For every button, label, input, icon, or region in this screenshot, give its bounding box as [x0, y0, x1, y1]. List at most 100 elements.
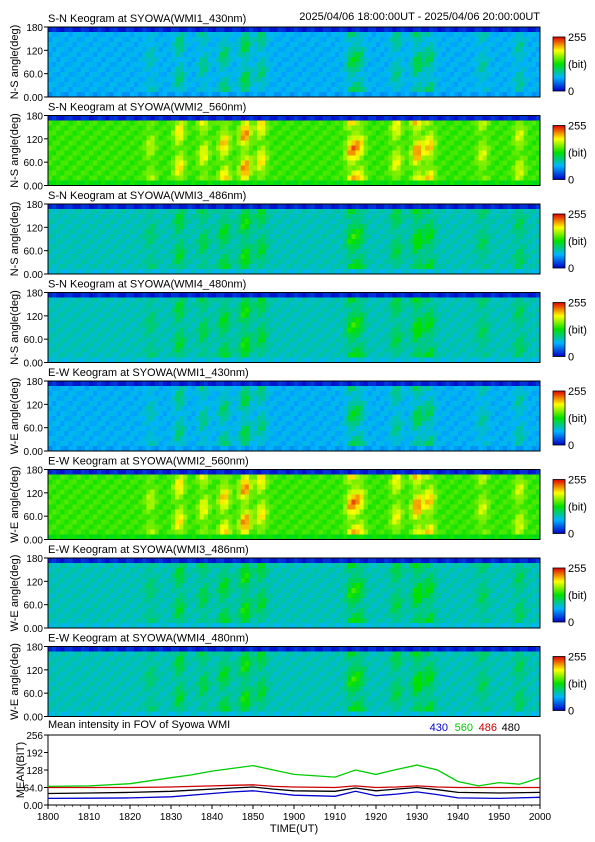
- panel-title: E-W Keogram at SYOWA(WMI4_480nm): [48, 633, 249, 645]
- y-tick-label: 60.0: [24, 512, 44, 523]
- colorbar-min-label: 0: [568, 86, 574, 98]
- keogram-panel: S-N Keogram at SYOWA(WMI3_486nm) 0.00 60.0…: [9, 190, 587, 281]
- keogram-panel: E-W Keogram at SYOWA(WMI1_430nm) 0.00 60.0…: [9, 367, 587, 458]
- keogram-heatmap: [48, 27, 541, 98]
- colorbar: [552, 656, 566, 711]
- mean-x-tick-label: 1820: [119, 812, 142, 823]
- legend-series-430: 430: [430, 722, 448, 734]
- mean-plot-ylabel: MEAN(BIT): [15, 742, 27, 798]
- keogram-heatmap: [48, 469, 541, 540]
- series-line-560: [47, 764, 541, 788]
- legend-series-560: 560: [455, 722, 473, 734]
- y-tick-label: 180: [26, 643, 43, 654]
- colorbar: [552, 125, 566, 180]
- mean-y-tick-label: 128: [26, 766, 43, 777]
- panel-title: E-W Keogram at SYOWA(WMI2_560nm): [48, 456, 249, 468]
- colorbar-min-label: 0: [568, 263, 574, 275]
- y-tick-label: 180: [26, 112, 43, 123]
- mean-x-tick-label: 1950: [488, 812, 511, 823]
- y-tick-label: 0.00: [24, 93, 44, 104]
- panel-ylabel: N-S angle(deg): [9, 202, 21, 277]
- panel-frame: [47, 115, 541, 186]
- keogram-heatmap: [48, 646, 541, 717]
- panel-title: S-N Keogram at SYOWA(WMI3_486nm): [48, 190, 246, 202]
- panel-title: S-N Keogram at SYOWA(WMI1_430nm): [48, 13, 246, 25]
- mean-plot-frame: [47, 734, 541, 806]
- series-line-480: [47, 786, 541, 795]
- y-tick-label: 60.0: [24, 70, 44, 81]
- panel-title: S-N Keogram at SYOWA(WMI2_560nm): [48, 102, 246, 114]
- colorbar-unit-label: (bit): [568, 236, 587, 248]
- colorbar: [552, 479, 566, 534]
- colorbar: [552, 213, 566, 269]
- panel-frame: [47, 292, 541, 363]
- colorbar-max-label: 255: [568, 652, 586, 664]
- y-tick-label: 180: [26, 554, 43, 565]
- series-line-486: [48, 784, 540, 789]
- keogram-panel: E-W Keogram at SYOWA(WMI2_560nm) 0.00 60.0…: [9, 456, 587, 547]
- keogram-panel: E-W Keogram at SYOWA(WMI4_480nm) 0.00 60.0…: [9, 633, 587, 724]
- panel-frame: [47, 469, 541, 540]
- y-tick-label: 0.00: [24, 447, 44, 458]
- mean-x-tick-label: 1840: [201, 812, 224, 823]
- y-tick-label: 60.0: [24, 601, 44, 612]
- keogram-heatmap: [48, 381, 541, 452]
- mean-x-tick-label: 1940: [447, 812, 470, 823]
- colorbar-unit-label: (bit): [568, 325, 587, 337]
- mean-x-tick-label: 1920: [365, 812, 388, 823]
- y-tick-label: 180: [26, 466, 43, 477]
- y-tick-label: 120: [26, 223, 43, 234]
- colorbar: [552, 390, 566, 446]
- colorbar-min-label: 0: [568, 706, 574, 718]
- mean-x-tick-label: 1810: [78, 812, 101, 823]
- panel-frame: [47, 203, 541, 275]
- colorbar: [552, 302, 566, 357]
- panel-ylabel: W-E angle(deg): [9, 555, 21, 632]
- panel-ylabel: W-E angle(deg): [9, 378, 21, 455]
- colorbar-unit-label: (bit): [568, 148, 587, 160]
- y-tick-label: 0.00: [24, 182, 44, 193]
- colorbar: [552, 36, 566, 92]
- keogram-heatmap: [48, 292, 541, 363]
- y-tick-label: 120: [26, 577, 43, 588]
- colorbar-max-label: 255: [568, 209, 586, 221]
- colorbar-max-label: 255: [568, 298, 586, 310]
- colorbar-unit-label: (bit): [568, 502, 587, 514]
- y-tick-label: 60.0: [24, 689, 44, 700]
- mean-x-tick-label: 1930: [406, 812, 429, 823]
- colorbar-unit-label: (bit): [568, 59, 587, 71]
- colorbar-unit-label: (bit): [568, 679, 587, 691]
- panel-title: E-W Keogram at SYOWA(WMI3_486nm): [48, 544, 249, 556]
- y-tick-label: 180: [26, 377, 43, 388]
- panel-frame: [47, 646, 541, 717]
- y-tick-label: 0.00: [24, 359, 44, 370]
- panel-frame: [47, 557, 541, 629]
- keogram-heatmap: [48, 204, 541, 275]
- colorbar-min-label: 0: [568, 175, 574, 187]
- panel-ylabel: N-S angle(deg): [9, 290, 21, 365]
- colorbar-unit-label: (bit): [568, 590, 587, 602]
- colorbar-min-label: 0: [568, 352, 574, 364]
- mean-x-tick-label: 1830: [160, 812, 183, 823]
- y-tick-label: 180: [26, 23, 43, 34]
- colorbar-max-label: 255: [568, 386, 586, 398]
- keogram-panel: S-N Keogram at SYOWA(WMI1_430nm) 0.00 60.0…: [9, 13, 587, 104]
- y-tick-label: 180: [26, 289, 43, 300]
- mean-intensity-plot: Mean intensity in FOV of Syowa WMI 430 5…: [15, 719, 552, 835]
- y-tick-label: 120: [26, 46, 43, 57]
- time-range-label: 2025/04/06 18:00:00UT - 2025/04/06 20:00…: [299, 11, 540, 23]
- y-tick-label: 120: [26, 312, 43, 323]
- y-tick-label: 60.0: [24, 424, 44, 435]
- keogram-heatmap: [48, 115, 541, 186]
- mean-x-tick-label: 2000: [529, 812, 552, 823]
- mean-x-tick-label: 1850: [242, 812, 265, 823]
- colorbar-max-label: 255: [568, 121, 586, 133]
- colorbar-min-label: 0: [568, 617, 574, 629]
- colorbar-min-label: 0: [568, 440, 574, 452]
- legend-series-486: 486: [479, 722, 497, 734]
- keogram-panel: E-W Keogram at SYOWA(WMI3_486nm) 0.00 60.0…: [9, 544, 587, 635]
- keogram-panel: S-N Keogram at SYOWA(WMI2_560nm) 0.00 60.0…: [9, 102, 587, 193]
- mean-y-tick-label: 0.00: [24, 801, 44, 812]
- colorbar-max-label: 255: [568, 32, 586, 44]
